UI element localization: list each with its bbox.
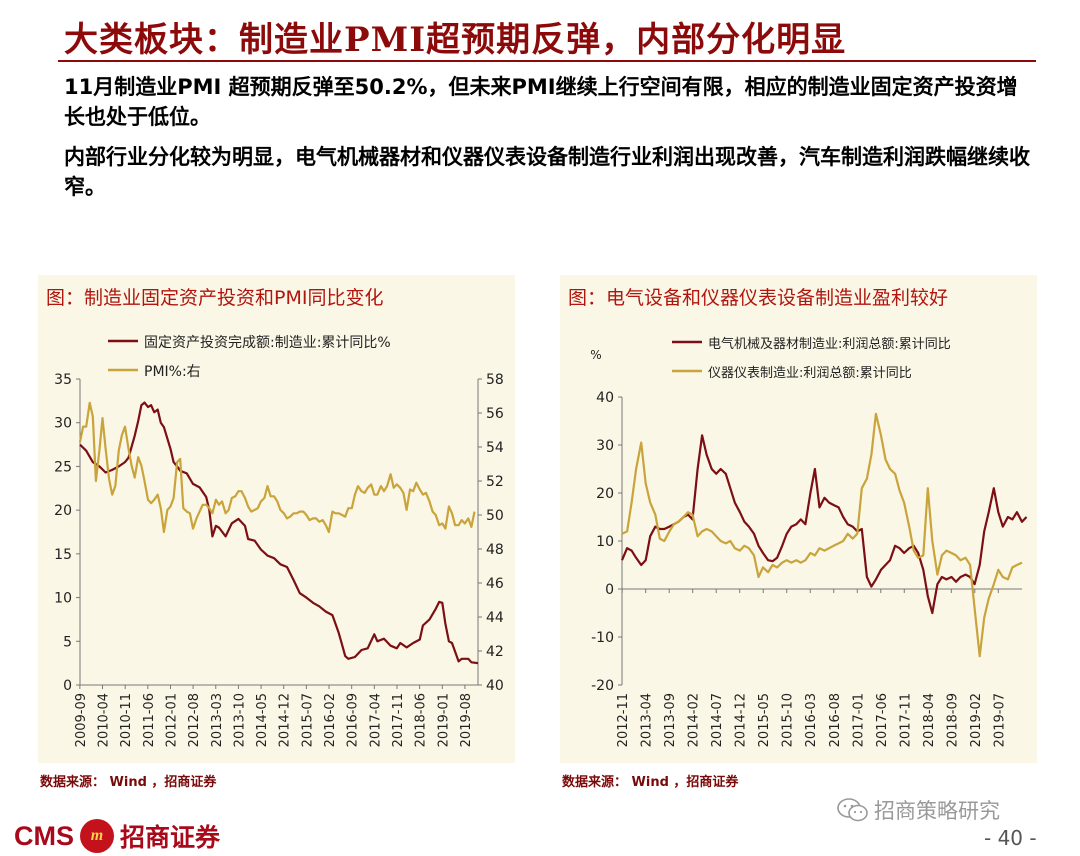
legend-label-2: PMI%:右 [144,364,201,380]
chart-title: 图：电气设备和仪器仪表设备制造业盈利较好 [568,287,949,309]
x-tick-label: 2014-07 [710,693,725,747]
legend-label-1: 电气机械及器材制造业:利润总额:累计同比 [708,336,951,352]
y-tick-label: 20 [54,503,72,519]
x-tick-label: 2012-11 [616,693,631,747]
y-tick-label: 25 [54,459,72,475]
x-tick-label: 2015-05 [757,693,772,747]
x-tick-label: 2013-10 [232,693,247,747]
x-tick-label: 2019-08 [459,693,474,747]
wechat-account-name: 招商策略研究 [874,799,1000,823]
x-tick-label: 2015-10 [781,693,796,747]
summary-paragraph-1: 11月制造业PMI 超预期反弹至50.2%，但未来PMI继续上行空间有限，相应的… [64,75,1018,129]
y-tick-label: 10 [596,534,614,550]
x-tick-label: 2014-12 [278,693,293,747]
y-tick-label: 10 [54,591,72,607]
series-line-1 [620,434,1028,615]
x-tick-label: 2010-11 [119,693,134,747]
series-line-2 [621,412,1023,658]
logo-chinese-name: 招商证券 [120,823,221,852]
x-tick-label: 2012-08 [187,693,202,747]
y-right-tick-label: 50 [486,508,504,524]
x-tick-label: 2012-01 [164,693,179,747]
x-tick-label: 2013-03 [210,693,225,747]
x-tick-label: 2019-07 [992,693,1007,747]
y-right-tick-label: 46 [486,576,504,592]
x-tick-label: 2009-09 [74,693,89,747]
y-right-tick-label: 52 [486,474,504,490]
legend-label-1: 固定资产投资完成额:制造业:累计同比% [144,335,391,351]
y-right-tick-label: 48 [486,542,504,558]
x-tick-label: 2017-11 [898,693,913,747]
data-source-note: 数据来源： Wind ，招商证券 [40,775,217,790]
x-tick-label: 2017-11 [391,693,406,747]
x-tick-label: 2014-02 [687,693,702,747]
y-right-tick-label: 56 [486,406,504,422]
y-right-tick-label: 54 [486,440,504,456]
x-tick-label: 2018-04 [922,693,937,747]
x-tick-label: 2013-09 [663,693,678,747]
series-line-1 [79,401,479,665]
y-tick-label: 5 [63,634,72,650]
x-tick-label: 2016-08 [828,693,843,747]
y-tick-label: 30 [54,416,72,432]
y-tick-label: 0 [605,582,614,598]
chart-profit-growth: -20 -10 0 10 20 30 40% 2012-11 2013-04 2013-09 201… [590,336,1028,747]
x-tick-label: 2014-05 [255,693,270,747]
y-right-tick-label: 42 [486,644,504,660]
data-source-note: 数据来源： Wind ，招商证券 [562,775,739,790]
x-tick-label: 2011-06 [142,693,157,747]
y-unit-label: % [590,348,601,362]
x-tick-label: 2010-04 [97,693,112,747]
summary-paragraph-2: 内部行业分化较为明显，电气机械器材和仪器仪表设备制造行业利润出现改善，汽车制造利… [64,145,1030,199]
x-tick-label: 2014-12 [734,693,749,747]
x-tick-label: 2018-09 [945,693,960,747]
y-tick-label: 35 [54,372,72,388]
title-divider [58,60,1036,62]
y-tick-label: 0 [63,678,72,694]
logo-text: CMS [14,820,74,851]
x-tick-label: 2017-06 [875,693,890,747]
wechat-icon [837,798,868,822]
y-tick-label: 40 [596,390,614,406]
y-tick-label: 20 [596,486,614,502]
x-tick-label: 2016-03 [804,693,819,747]
wechat-account: 招商策略研究 [836,795,1000,825]
summary-text: 11月制造业PMI 超预期反弹至50.2%，但未来PMI继续上行空间有限，相应的… [64,72,1034,212]
y-tick-label: 15 [54,547,72,563]
chart-panel-profit: 图：电气设备和仪器仪表设备制造业盈利较好 -20 -10 0 10 20 30 40% 201… [560,275,1037,763]
legend-label-2: 仪器仪表制造业:利润总额:累计同比 [708,366,912,381]
y-right-tick-label: 44 [486,610,504,626]
y-tick-label: 30 [596,438,614,454]
x-tick-label: 2019-01 [436,693,451,747]
slide-title: 大类板块：制造业PMI超预期反弹，内部分化明显 [64,20,847,60]
logo-badge-icon: m [80,819,114,853]
x-tick-label: 2017-01 [851,693,866,747]
series-line-2 [78,401,476,534]
page-number: - 40 - [984,826,1037,850]
cms-logo: CMS m 招商证券 [14,818,220,854]
y-tick-label: -20 [591,678,614,694]
y-tick-label: -10 [591,630,614,646]
x-tick-label: 2017-04 [368,693,383,747]
y-right-tick-label: 58 [486,372,504,388]
x-tick-label: 2018-06 [414,693,429,747]
x-tick-label: 2016-02 [323,693,338,747]
x-tick-label: 2019-02 [969,693,984,747]
chart-investment-pmi: 0 5 10 15 20 25 30 35 40 42 44 46 48 50 52 54 56 58 2009-0… [54,335,504,747]
chart-panel-investment-pmi: 图：制造业固定资产投资和PMI同比变化 0 5 10 15 20 25 30 35 40 42 44… [38,275,515,763]
x-tick-label: 2013-04 [640,693,655,747]
chart-title: 图：制造业固定资产投资和PMI同比变化 [46,287,384,309]
x-tick-label: 2016-09 [346,693,361,747]
y-right-tick-label: 40 [486,678,504,694]
x-tick-label: 2015-07 [300,693,315,747]
